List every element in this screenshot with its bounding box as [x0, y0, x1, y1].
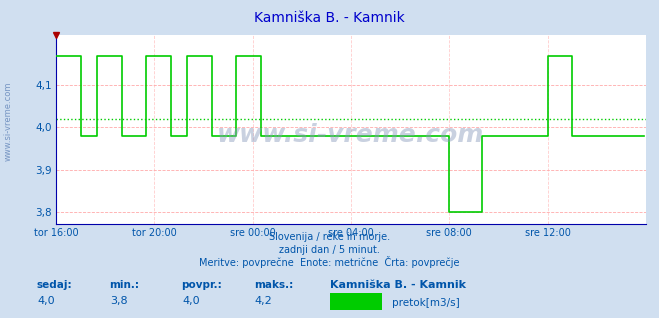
Text: min.:: min.:: [109, 280, 139, 290]
Text: Kamniška B. - Kamnik: Kamniška B. - Kamnik: [254, 11, 405, 25]
Text: www.si-vreme.com: www.si-vreme.com: [3, 81, 13, 161]
Text: Meritve: povprečne  Enote: metrične  Črta: povprečje: Meritve: povprečne Enote: metrične Črta:…: [199, 256, 460, 267]
Text: www.si-vreme.com: www.si-vreme.com: [217, 123, 484, 147]
Text: 3,8: 3,8: [110, 296, 127, 306]
Text: 4,2: 4,2: [255, 296, 272, 306]
Text: sedaj:: sedaj:: [36, 280, 72, 290]
Text: Slovenija / reke in morje.: Slovenija / reke in morje.: [269, 232, 390, 242]
Text: Kamniška B. - Kamnik: Kamniška B. - Kamnik: [330, 280, 465, 290]
Text: 4,0: 4,0: [183, 296, 200, 306]
Text: povpr.:: povpr.:: [181, 280, 222, 290]
Text: zadnji dan / 5 minut.: zadnji dan / 5 minut.: [279, 245, 380, 255]
Text: pretok[m3/s]: pretok[m3/s]: [392, 298, 460, 308]
Text: 4,0: 4,0: [38, 296, 55, 306]
Text: maks.:: maks.:: [254, 280, 293, 290]
